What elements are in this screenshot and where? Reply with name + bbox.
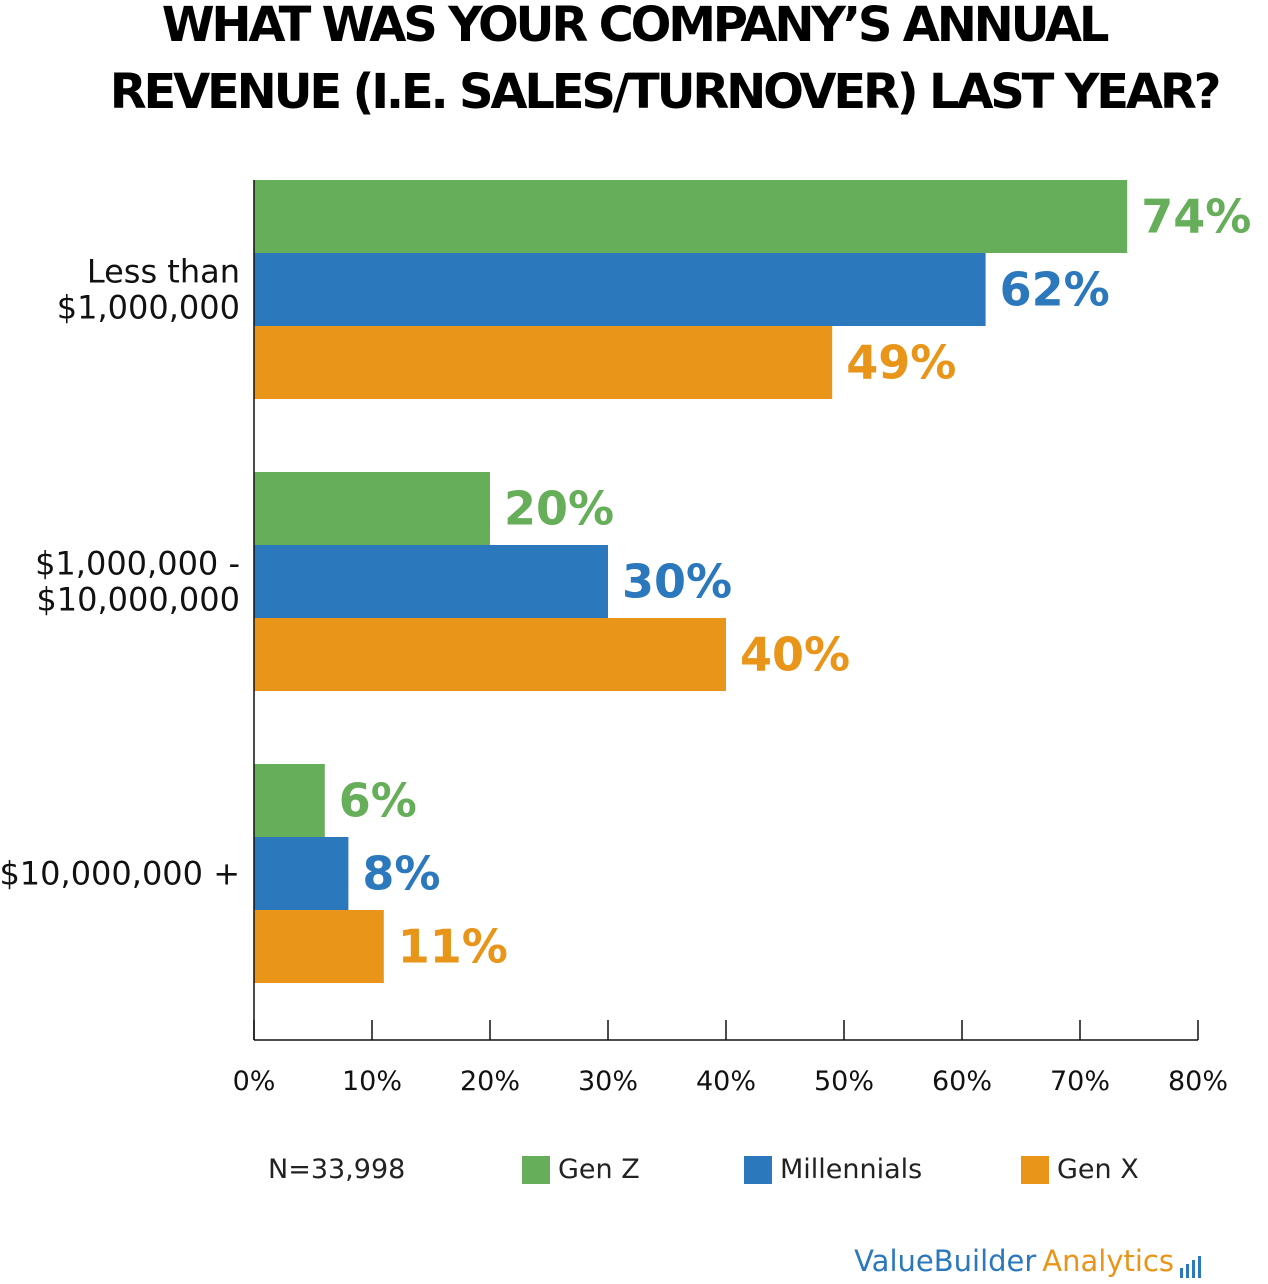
value-label-millennials-1: 30%	[622, 555, 732, 609]
value-label-millennials-0: 62%	[1000, 263, 1110, 317]
category-label-0-1: $1,000,000	[57, 289, 240, 327]
x-tick-label-1: 10%	[342, 1066, 402, 1097]
bar-millennials-2	[254, 837, 349, 910]
legend-swatch-gen-x	[1021, 1155, 1049, 1184]
category-label-2-0: $10,000,000 +	[0, 855, 240, 893]
x-tick-label-3: 30%	[578, 1066, 638, 1097]
chart-title-line-2: REVENUE (I.E. SALES/TURNOVER) LAST YEAR?	[109, 64, 1222, 120]
sample-size-note: N=33,998	[268, 1154, 406, 1185]
x-tick-label-4: 40%	[696, 1066, 756, 1097]
legend-swatch-millennials	[744, 1155, 772, 1184]
value-label-gen-z-2: 6%	[339, 774, 417, 828]
value-label-millennials-2: 8%	[362, 847, 440, 901]
bar-gen-x-2	[254, 910, 384, 983]
legend-label-millennials: Millennials	[780, 1154, 923, 1185]
bar-gen-z-2	[254, 764, 325, 837]
bar-chart-icon	[1180, 1254, 1204, 1278]
bar-gen-x-1	[254, 618, 726, 691]
brand-name-valuebuilder: ValueBuilder	[854, 1244, 1037, 1278]
x-tick-label-6: 60%	[932, 1066, 992, 1097]
x-tick-label-0: 0%	[233, 1066, 276, 1097]
x-tick-label-7: 70%	[1050, 1066, 1110, 1097]
bar-gen-z-0	[254, 180, 1128, 253]
legend: N=33,998 Gen Z Millennials Gen X	[0, 1152, 1268, 1192]
bar-chart: 74%62%49%Less than$1,000,00020%30%40%$1,…	[0, 180, 1251, 1097]
legend-item-gen-x: Gen X	[1021, 1154, 1139, 1185]
bar-millennials-0	[254, 253, 986, 326]
value-label-gen-x-2: 11%	[398, 920, 508, 974]
brand-name-analytics: Analytics	[1042, 1244, 1174, 1278]
chart-title-line-1: WHAT WAS YOUR COMPANY’S ANNUAL	[161, 0, 1110, 53]
x-tick-label-8: 80%	[1168, 1066, 1228, 1097]
legend-item-gen-z: Gen Z	[522, 1154, 640, 1185]
value-label-gen-z-1: 20%	[504, 482, 614, 536]
x-tick-label-2: 20%	[460, 1066, 520, 1097]
legend-swatch-gen-z	[522, 1155, 550, 1184]
legend-item-millennials: Millennials	[744, 1154, 922, 1185]
value-label-gen-z-0: 74%	[1141, 190, 1251, 244]
bar-millennials-1	[254, 545, 608, 618]
category-label-0-0: Less than	[87, 253, 240, 291]
legend-label-gen-z: Gen Z	[558, 1154, 640, 1185]
brand-logo: ValueBuilder Analytics	[854, 1244, 1204, 1278]
value-label-gen-x-0: 49%	[846, 336, 956, 390]
category-label-1-0: $1,000,000 -	[35, 545, 240, 583]
bar-gen-z-1	[254, 472, 490, 545]
category-label-1-1: $10,000,000	[36, 581, 240, 619]
value-label-gen-x-1: 40%	[740, 628, 850, 682]
bar-gen-x-0	[254, 326, 833, 399]
legend-label-gen-x: Gen X	[1057, 1154, 1139, 1185]
x-tick-label-5: 50%	[814, 1066, 874, 1097]
